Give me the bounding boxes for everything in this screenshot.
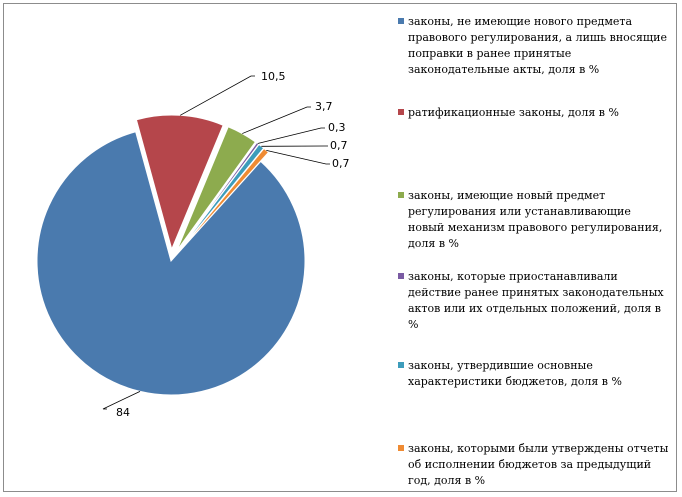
legend-label-3: законы, имеющие новый предмет регулирова…: [408, 189, 663, 250]
legend-label-4: законы, которые приостанавливали действи…: [408, 270, 664, 331]
leader-line-1: [102, 391, 141, 410]
data-label-1: 84: [116, 406, 130, 419]
legend-label-2: ратификационные законы, доля в %: [408, 106, 619, 119]
data-label-6: 0,7: [332, 157, 350, 170]
leader-line-3: [242, 106, 311, 134]
leader-line-4: [257, 127, 325, 144]
legend-swatch-2: [398, 109, 404, 115]
data-label-5: 0,7: [330, 139, 348, 152]
legend-label-1: законы, не имеющие нового предмета право…: [408, 15, 667, 76]
leader-line-2: [180, 75, 255, 116]
data-label-2: 10,5: [261, 70, 286, 83]
chart-frame: 84 10,5 3,7 0,3 0,7 0,7 законы, не имеющие но…: [3, 3, 677, 492]
pie-chart: 84 10,5 3,7 0,3 0,7 0,7: [36, 70, 350, 419]
data-label-4: 0,3: [328, 121, 346, 134]
data-label-3: 3,7: [315, 100, 333, 113]
leader-line-6: [266, 149, 330, 165]
legend-swatch-4: [398, 273, 404, 279]
pie-slice-2: [135, 114, 224, 251]
legend-label-6: законы, которыми были утверждены отчеты …: [408, 442, 669, 487]
pie-slice-1: [36, 131, 306, 396]
legend-swatch-6: [398, 445, 404, 451]
legend-swatch-1: [398, 18, 404, 24]
legend-swatch-5: [398, 362, 404, 368]
pie-slice-6: [178, 147, 270, 253]
pie-slice-5: [178, 143, 265, 252]
legend-label-5: законы, утвердившие основные характерист…: [408, 359, 622, 388]
legend-swatch-3: [398, 192, 404, 198]
